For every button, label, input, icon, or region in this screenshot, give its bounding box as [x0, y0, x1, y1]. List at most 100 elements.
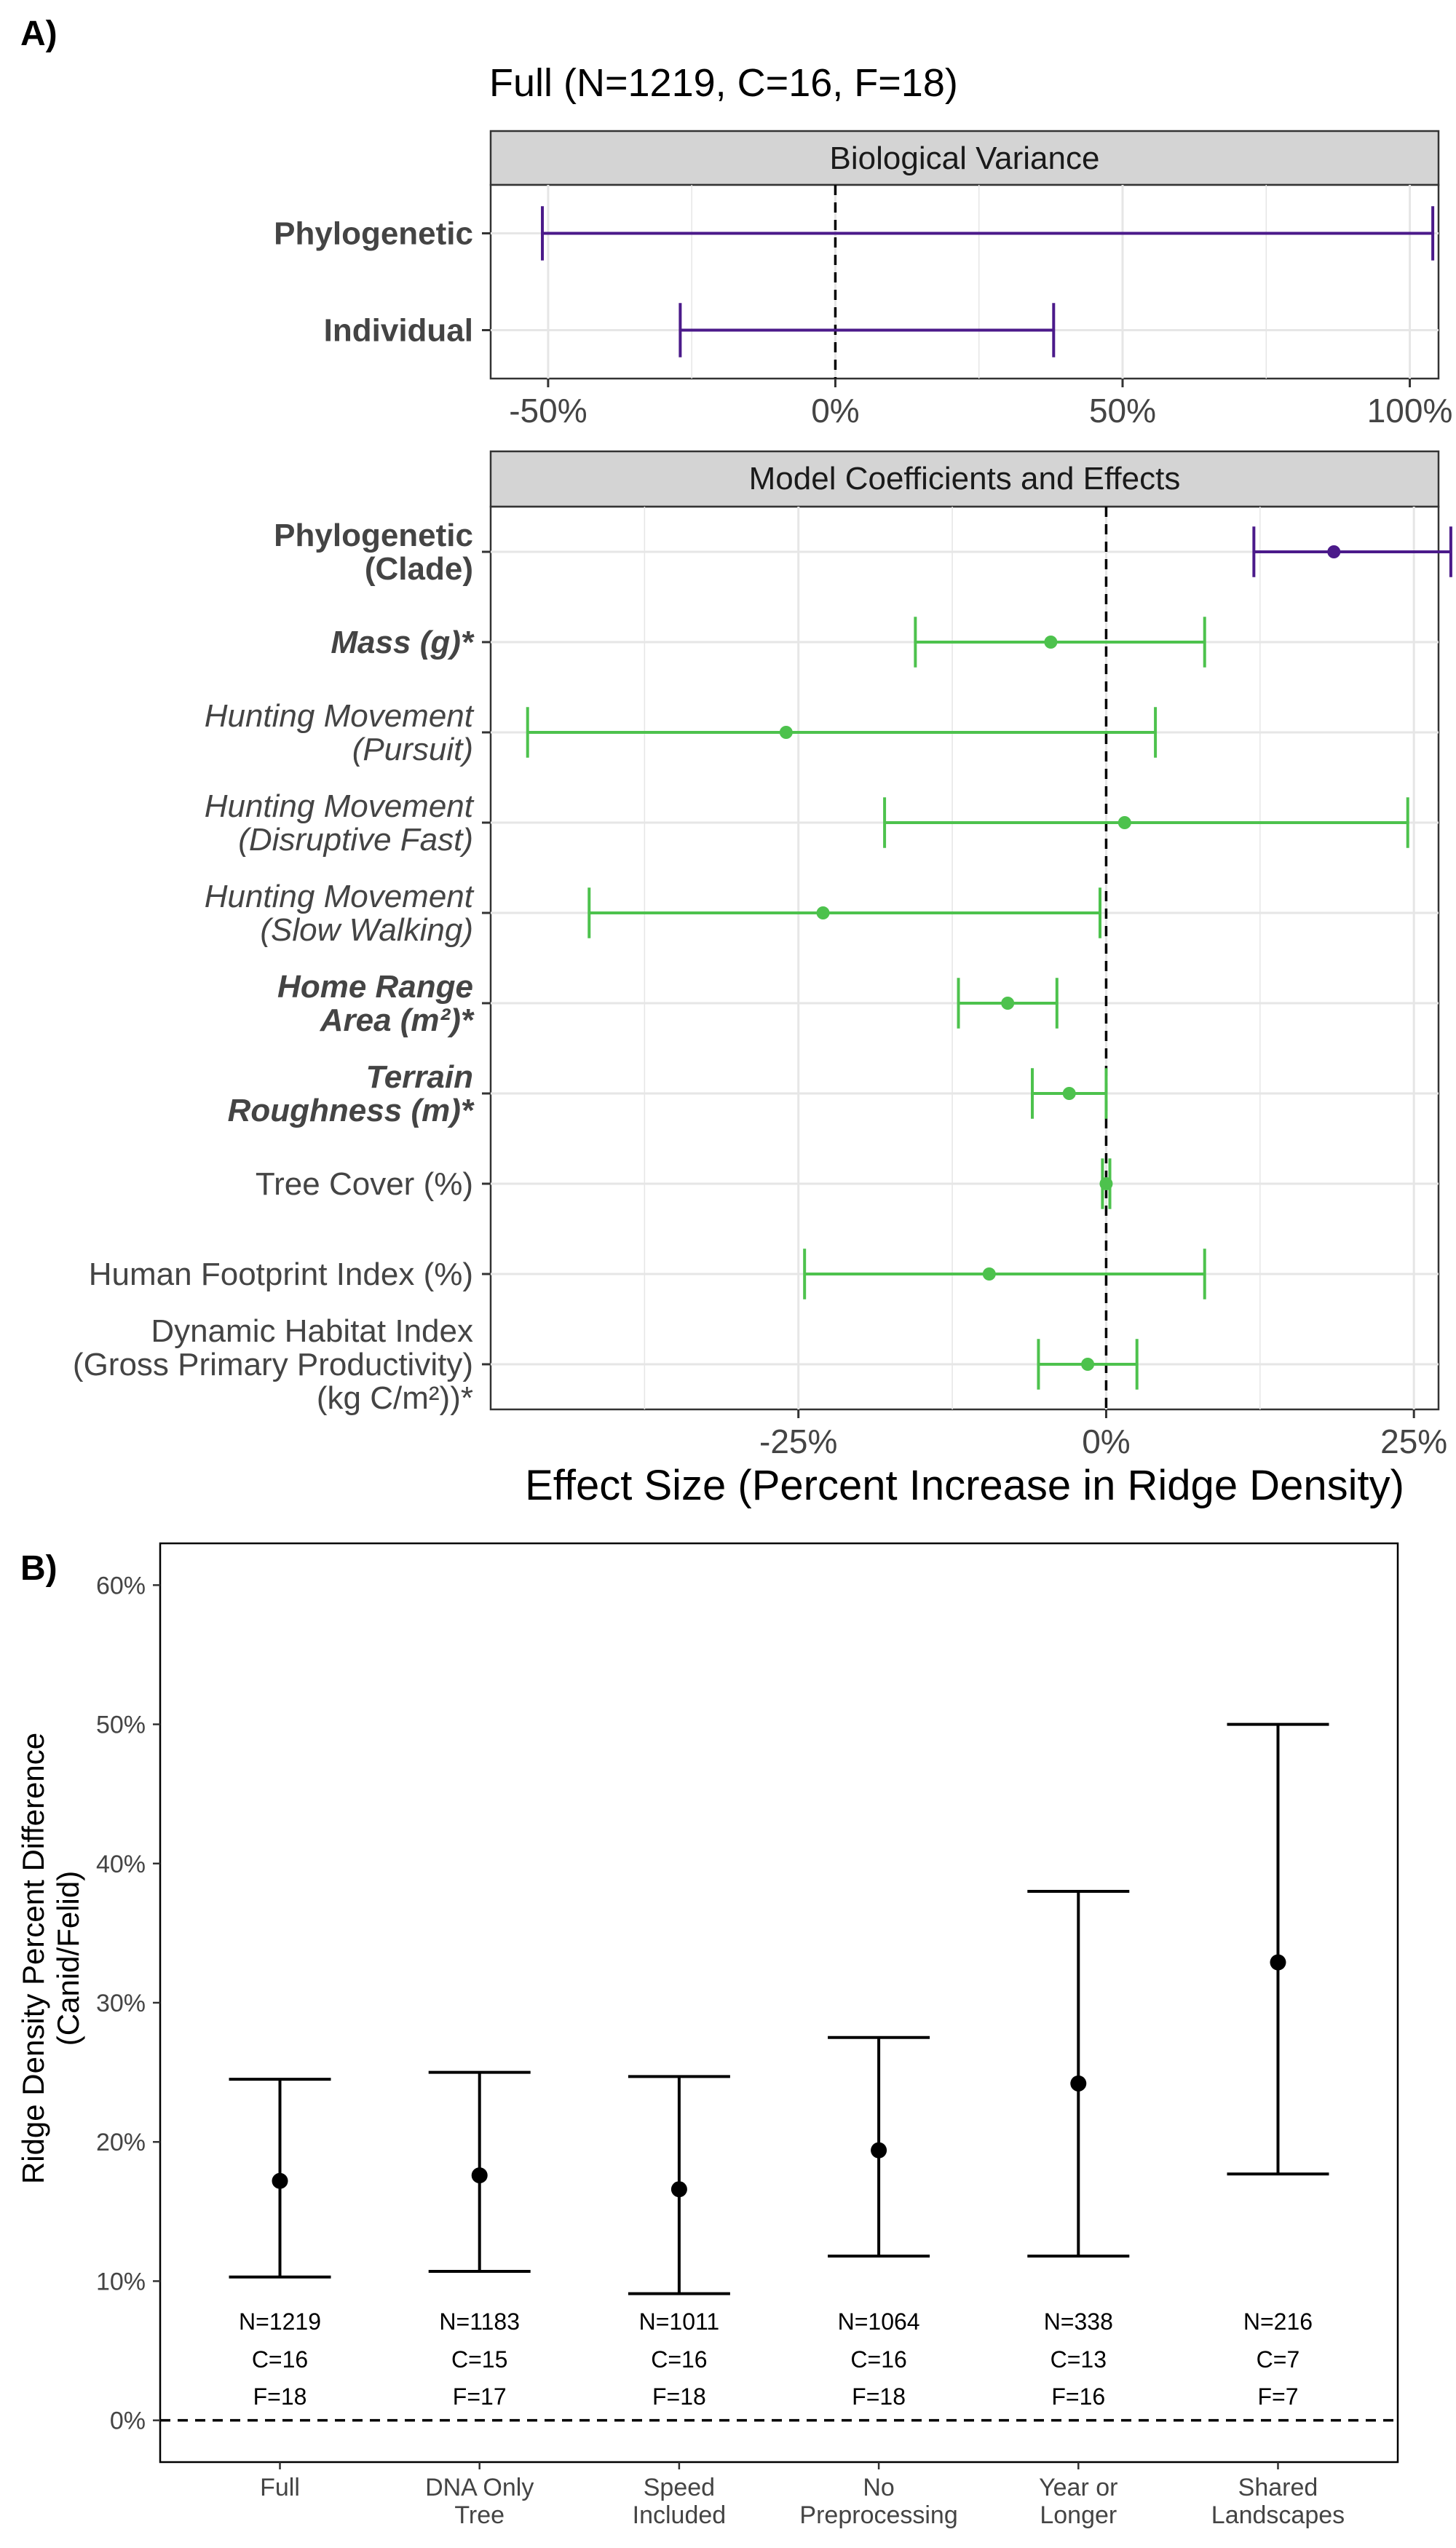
estimate-point	[1081, 1358, 1095, 1371]
y-axis-title-b-line1: Ridge Density Percent Difference	[16, 1733, 50, 2184]
panel-b-plot: 0% 10% 20% 30% 40% 50% 60% N=1219 C=16 F=18 N=118…	[16, 1542, 1399, 2529]
x-tick-label: Speed	[644, 2474, 715, 2501]
marks-top	[541, 185, 1435, 379]
facet-strip-title-top: Biological Variance	[830, 141, 1100, 176]
row-labels-top: Phylogenetic Individual	[274, 216, 491, 349]
x-tick-label: 25%	[1380, 1423, 1447, 1460]
row-label: Phylogenetic	[274, 518, 473, 553]
row-label: Roughness (m)*	[228, 1093, 475, 1128]
x-ticks-top: -50% 0% 50% 100%	[509, 379, 1452, 430]
estimate-point	[816, 906, 830, 919]
sample-size-f: F=17	[453, 2383, 507, 2410]
estimate-point	[471, 2167, 488, 2184]
sample-size-f: F=7	[1257, 2383, 1298, 2410]
row-label: Hunting Movement	[205, 879, 475, 914]
plot-area-bottom	[489, 505, 1440, 1411]
row-label: Phylogenetic	[274, 216, 473, 252]
row-label: Hunting Movement	[205, 698, 475, 734]
estimate-point	[670, 2181, 687, 2198]
row-label: Hunting Movement	[205, 788, 475, 824]
estimate-point	[1117, 816, 1131, 829]
row-label: Area (m²)*	[320, 1002, 475, 1038]
x-tick-label: -25%	[759, 1423, 837, 1460]
row-label: (Slow Walking)	[260, 912, 473, 948]
sample-size-c: C=16	[252, 2346, 308, 2373]
panel-b-label: B)	[20, 1549, 58, 1588]
estimate-point	[1044, 636, 1058, 649]
annotations-b: N=1219 C=16 F=18 N=1183 C=15 F=17 N=1011 C=16 F=…	[239, 2308, 1313, 2410]
y-tick-label: 10%	[96, 2268, 146, 2295]
sample-size-c: C=13	[1051, 2346, 1107, 2373]
panel-a-label: A)	[20, 15, 58, 53]
sample-size-n: N=1064	[838, 2308, 920, 2335]
x-tick-label: 0%	[811, 392, 859, 430]
row-label: Tree Cover (%)	[256, 1166, 473, 1202]
x-tick-label: 0%	[1082, 1423, 1130, 1460]
facet-strip-title-bottom: Model Coefficients and Effects	[749, 461, 1181, 496]
sample-size-f: F=18	[652, 2383, 706, 2410]
estimate-point	[982, 1267, 996, 1281]
marks-b	[160, 1722, 1398, 2422]
facet-strip-bottom	[489, 450, 1440, 508]
estimate-point	[272, 2172, 288, 2189]
x-tick-label: Shared	[1238, 2474, 1318, 2501]
estimate-point	[1327, 545, 1341, 558]
estimate-point	[1062, 1087, 1076, 1100]
facet-strip-top	[489, 130, 1440, 186]
x-tick-label: Preprocessing	[799, 2501, 957, 2529]
y-tick-label: 40%	[96, 1851, 146, 1878]
sample-size-n: N=1183	[439, 2308, 520, 2335]
x-tick-label: Tree	[454, 2501, 505, 2529]
row-label: Human Footprint Index (%)	[89, 1257, 473, 1292]
sample-size-f: F=18	[253, 2383, 307, 2410]
estimate-point	[1270, 1954, 1286, 1971]
sample-size-f: F=16	[1051, 2383, 1105, 2410]
x-tick-label: Year or	[1039, 2474, 1117, 2501]
estimate-point	[779, 726, 793, 739]
row-label: Mass (g)*	[331, 625, 474, 660]
panel-a-title: Full (N=1219, C=16, F=18)	[489, 61, 958, 105]
row-label: (Clade)	[365, 551, 473, 587]
row-labels-bottom: Phylogenetic(Clade) Mass (g)* Hunting Move…	[73, 518, 491, 1416]
marks-bottom	[526, 507, 1452, 1409]
x-tick-label: Longer	[1040, 2501, 1117, 2529]
x-tick-label: Landscapes	[1211, 2501, 1345, 2529]
sample-size-c: C=16	[651, 2346, 707, 2373]
sample-size-n: N=338	[1044, 2308, 1113, 2335]
x-tick-label: Full	[260, 2474, 300, 2501]
sample-size-c: C=7	[1257, 2346, 1300, 2373]
estimate-point	[1099, 1177, 1113, 1190]
y-tick-label: 0%	[110, 2407, 146, 2435]
sample-size-n: N=216	[1243, 2308, 1313, 2335]
row-label: Individual	[324, 313, 473, 349]
x-tick-label: DNA Only	[425, 2474, 534, 2501]
x-tick-label: -50%	[509, 392, 587, 430]
plot-area-b	[159, 1542, 1399, 2464]
sample-size-n: N=1011	[639, 2308, 720, 2335]
row-label: (kg C/m²))*	[317, 1380, 473, 1416]
row-label: (Pursuit)	[352, 732, 473, 767]
row-label: Home Range	[277, 969, 473, 1005]
y-axis-b: 0% 10% 20% 30% 40% 50% 60%	[96, 1572, 160, 2435]
y-tick-label: 30%	[96, 1990, 146, 2017]
sample-size-n: N=1219	[239, 2308, 321, 2335]
estimate-point	[871, 2142, 887, 2159]
estimate-point	[1001, 997, 1015, 1010]
row-label: (Disruptive Fast)	[238, 822, 473, 858]
y-tick-label: 20%	[96, 2129, 146, 2156]
x-tick-label: No	[863, 2474, 894, 2501]
facet-biological-variance: Biological Variance Phylogenetic Individu…	[274, 130, 1452, 430]
row-label: (Gross Primary Productivity)	[73, 1347, 473, 1382]
estimate-point	[1070, 2075, 1087, 2092]
facet-model-coefficients: Model Coefficients and Effects Phylogene…	[73, 450, 1452, 1509]
x-tick-label: Included	[633, 2501, 727, 2529]
x-axis-title-a: Effect Size (Percent Increase in Ridge D…	[525, 1462, 1404, 1509]
x-tick-label: 100%	[1367, 392, 1453, 430]
sample-size-c: C=16	[850, 2346, 906, 2373]
row-label: Terrain	[365, 1059, 473, 1095]
plot-area-top	[489, 183, 1440, 380]
y-tick-label: 60%	[96, 1572, 146, 1599]
y-tick-label: 50%	[96, 1712, 146, 1739]
